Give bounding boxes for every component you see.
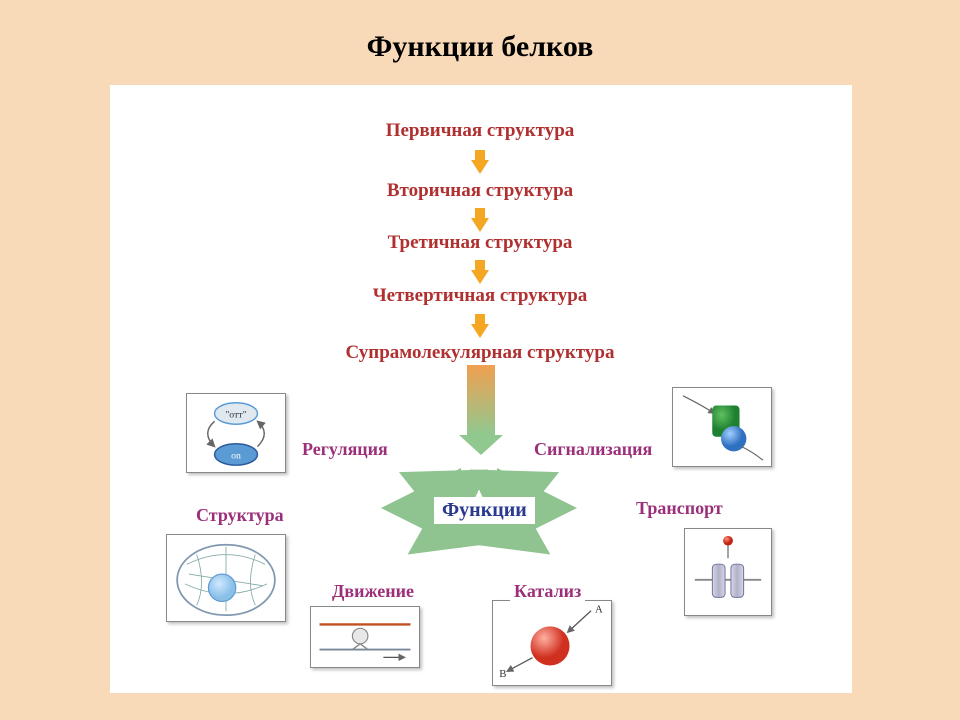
functions-center-label: Функции — [434, 497, 535, 524]
structure-level-supramolecular: Супрамолекулярная структура — [340, 340, 621, 366]
function-label-regulation: Регуляция — [298, 438, 392, 461]
icon-box-regulation: "oтт" on — [186, 393, 286, 473]
catalysis-icon: A B — [493, 601, 611, 685]
icon-box-transport — [684, 528, 772, 616]
icon-box-catalysis: A B — [492, 600, 612, 686]
function-label-catalysis: Катализ — [510, 580, 585, 603]
gradient-connector — [467, 365, 495, 435]
slide-title: Функции белков — [0, 30, 960, 64]
function-label-transport: Транспорт — [632, 497, 727, 520]
icon-box-signaling — [672, 387, 772, 467]
transport-icon — [685, 529, 771, 615]
structure-icon — [167, 535, 285, 621]
structure-level-quaternary: Четвертичная структура — [367, 283, 594, 309]
movement-icon — [311, 607, 419, 667]
svg-text:"oтт": "oтт" — [225, 409, 246, 420]
function-label-structure: Структура — [192, 504, 288, 527]
gradient-connector-tip — [459, 435, 503, 455]
down-arrow-icon — [471, 324, 489, 338]
icon-box-structure — [166, 534, 286, 622]
slide-outer: Функции белков Первичная структура Втори… — [0, 0, 960, 720]
structure-level-primary: Первичная структура — [380, 118, 581, 144]
svg-text:B: B — [499, 668, 506, 680]
icon-box-movement — [310, 606, 420, 668]
down-arrow-icon — [471, 270, 489, 284]
structure-level-tertiary: Третичная структура — [382, 230, 579, 256]
svg-text:on: on — [231, 450, 241, 461]
function-label-movement: Движение — [328, 580, 418, 603]
down-arrow-icon — [471, 218, 489, 232]
svg-text:A: A — [595, 604, 603, 616]
regulation-icon: "oтт" on — [187, 394, 285, 472]
signaling-icon — [673, 388, 771, 466]
down-arrow-icon — [471, 160, 489, 174]
function-label-signaling: Сигнализация — [530, 438, 656, 461]
structure-level-secondary: Вторичная структура — [381, 178, 579, 204]
